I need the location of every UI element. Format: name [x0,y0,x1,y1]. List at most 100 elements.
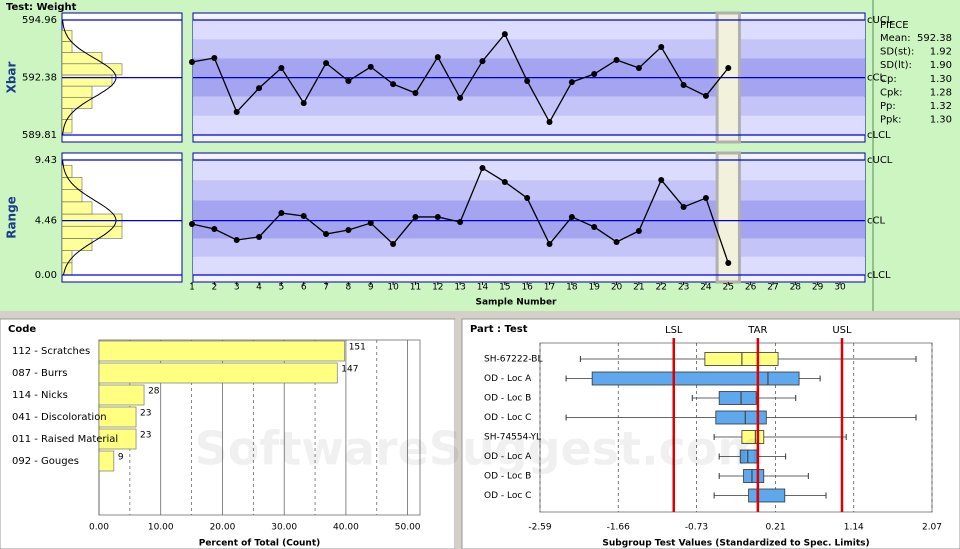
x-tick-label: 17 [544,283,555,293]
limit-label: cLCL [867,130,891,141]
splitter[interactable] [0,311,960,319]
limit-label: cCL [867,73,885,84]
category-label: 087 - Burrs [12,368,68,379]
plot-frame [539,342,933,513]
bar [98,362,338,384]
control-zone [193,160,865,181]
stats-title: PIECE [880,20,909,31]
hist-bar [61,189,83,203]
stat-value: 1.92 [930,47,952,58]
x-tick-label: 19 [588,283,600,293]
x-tick-label: 23 [678,283,689,293]
data-point [211,54,218,61]
x-tick-label: 2.07 [922,523,942,533]
bar [98,428,137,450]
stat-label: SD(lt): [880,60,912,71]
data-point [524,77,531,84]
x-tick-label: 0.21 [766,523,786,533]
x-tick-label: 12 [432,283,443,293]
x-axis-title: Percent of Total (Count) [199,539,321,549]
data-point [702,92,709,99]
hist-bar [61,201,93,215]
x-tick-label: 1.14 [844,523,864,533]
data-point [658,177,665,183]
stat-label: Cpk: [880,87,903,98]
data-point [323,60,330,67]
category-label: 112 - Scratches [12,346,90,357]
data-point [635,65,642,72]
x-tick-label: 25 [723,283,734,293]
data-point [658,44,665,51]
control-zone [193,180,865,201]
hist-bar [61,250,73,264]
x-tick-label: 15 [499,283,510,293]
data-point [635,227,642,234]
x-tick-label: 24 [700,283,712,293]
splitter[interactable] [455,319,462,549]
category-label: SH-74554-YL [484,433,541,443]
stat-label: Cp: [880,74,897,85]
control-zone [193,200,865,239]
box [591,371,800,386]
hist-bar [61,41,73,53]
data-point [367,63,374,70]
category-label: OD - Loc C [484,491,531,501]
x-tick-label: 27 [767,283,778,293]
hist-bar [61,63,123,76]
x-tick-label: 40.00 [333,523,359,533]
x-tick-label: 6 [301,283,307,293]
box [748,488,786,503]
x-tick-label: 9 [368,283,374,293]
spec-label: USL [832,325,852,336]
category-label: OD - Loc A [484,452,532,462]
data-point [189,221,195,228]
data-point [680,81,687,88]
hist-bar [61,52,103,65]
control-zone [193,96,865,116]
data-point [680,203,687,210]
x-tick-label: -1.66 [607,523,631,533]
x-tick-label: -0.73 [685,523,708,533]
count-label: 23 [140,409,151,419]
x-axis-title: Subgroup Test Values (Standardized to Sp… [602,539,869,549]
x-tick-label: 0.00 [89,523,109,533]
data-point [345,77,352,84]
y-tick-label: 9.43 [35,155,57,166]
category-label: OD - Loc B [484,394,531,404]
x-tick-label: 50.00 [395,523,421,533]
data-point [568,79,575,86]
data-point [367,220,374,227]
x-tick-label: 22 [656,283,667,293]
stat-value: 1.28 [930,87,952,98]
data-point [479,165,486,172]
category-label: 092 - Gouges [12,456,79,467]
data-point [434,213,441,220]
hist-bar [61,85,93,98]
data-point [591,223,598,230]
data-point [501,178,508,185]
y-tick-label: 594.96 [22,15,57,26]
data-point [412,213,419,220]
data-point [278,65,285,72]
category-label: OD - Loc A [484,374,532,384]
limit-label: cUCL [867,15,893,26]
category-label: 114 - Nicks [12,390,68,401]
panel-title: Code [8,324,36,335]
x-tick-label: 7 [323,283,329,293]
limit-label: cUCL [867,155,893,166]
y-axis-title: Xbar [5,61,19,93]
limit-label: cLCL [867,270,891,281]
y-tick-label: 592.38 [22,73,57,84]
data-point [256,233,263,240]
count-label: 151 [349,343,366,353]
category-label: 041 - Discoloration [12,412,107,423]
data-point [524,195,531,202]
box [718,391,757,405]
x-tick-label: 21 [633,283,644,293]
x-tick-label: 30.00 [271,523,297,533]
x-tick-label: 10.00 [148,523,174,533]
spec-label: TAR [747,325,767,336]
count-label: 147 [341,365,358,375]
stat-label: Mean: [880,33,911,44]
data-point [479,58,486,65]
